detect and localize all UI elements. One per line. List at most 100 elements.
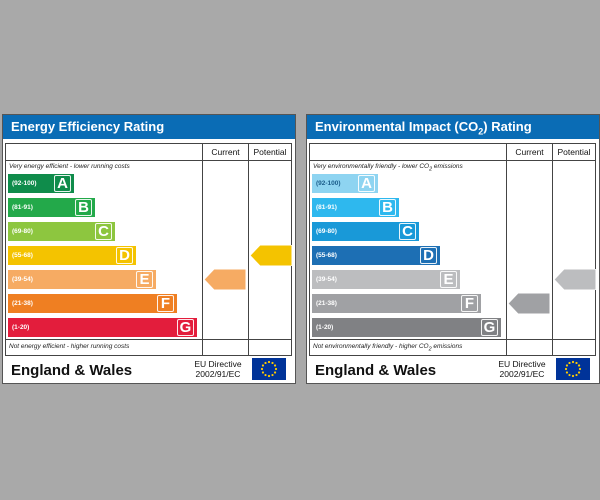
grid-divider [506,144,507,355]
grid-divider [6,160,291,161]
eu-directive-label: EU Directive 2002/91/EC [189,359,247,379]
band-range-label: (55-68) [12,252,33,259]
eu-star [261,364,265,367]
eu-star [571,360,575,364]
panel-title: Energy Efficiency Rating [3,115,295,139]
directive-line: 2002/91/EC [195,369,241,379]
grid-divider [310,339,595,340]
current-column-header: Current [515,147,544,157]
band-range-label: (39-54) [12,276,33,283]
eu-star [267,360,271,364]
arrow-shape [250,245,292,266]
current-rating-value: 33 [486,295,504,312]
eu-star [273,364,277,367]
eu-star [260,367,264,371]
eu-flag-icon [252,358,286,380]
note-subscript: 2 [428,346,432,353]
eu-star [261,371,265,374]
eu-star [568,361,571,365]
band-range-label: (21-38) [12,300,33,307]
band-letter: C [399,223,416,240]
eu-star [274,367,278,371]
potential-rating-value: 66 [228,247,246,264]
note-text: emissions [431,343,463,350]
band-c: (69-80) C [8,222,115,241]
grid-divider [552,144,553,355]
band-range-label: (55-68) [316,252,337,259]
band-c: (69-80) C [312,222,419,241]
eu-stars [564,360,582,378]
eu-star [267,374,271,378]
title-text: Environmental Impact (CO [315,119,479,134]
band-range-label: (92-100) [316,180,341,187]
band-letter: B [379,199,396,216]
eu-star [571,374,575,378]
eu-star [575,361,578,365]
panel-title: Environmental Impact (CO2) Rating [307,115,599,139]
note-text: Very environmentally friendly - lower CO [313,163,430,170]
arrow-shape [508,293,550,314]
grid-divider [202,144,203,355]
eu-star [264,361,267,365]
top-note: Very environmentally friendly - lower CO… [313,163,463,172]
eu-star [271,373,274,377]
band-a: (92-100) A [312,174,378,193]
band-letter: C [95,223,112,240]
top-note: Very energy efficient - lower running co… [9,163,130,170]
eu-star [565,364,569,367]
current-rating-value: 49 [182,271,200,288]
band-b: (81-91) B [8,198,95,217]
rating-grid: Current Potential Very energy efficient … [5,143,292,356]
band-letter: D [420,247,437,264]
region-label: England & Wales [315,362,437,379]
band-range-label: (21-38) [316,300,337,307]
current-column-header: Current [211,147,240,157]
band-g: (1-20) G [8,318,197,337]
band-a: (92-100) A [8,174,74,193]
grid-divider [310,160,595,161]
eu-stars [260,360,278,378]
title-text: ) Rating [483,119,532,134]
eu-star [271,361,274,365]
eu-directive-label: EU Directive 2002/91/EC [493,359,551,379]
band-d: (55-68) D [312,246,440,265]
rating-grid: Current Potential Very environmentally f… [309,143,596,356]
band-e: (39-54) E [312,270,460,289]
eu-star [564,367,568,371]
band-range-label: (69-80) [12,228,33,235]
band-e: (39-54) E [8,270,156,289]
grid-divider [248,144,249,355]
environmental-impact-panel: Environmental Impact (CO2) Rating Curren… [306,114,600,384]
band-f: (21-38) F [312,294,481,313]
potential-column-header: Potential [557,147,591,157]
band-letter: E [440,271,457,288]
eu-star [273,371,277,374]
eu-star [565,371,569,374]
energy-efficiency-panel: Energy Efficiency Rating Current Potenti… [2,114,296,384]
eu-star [577,371,581,374]
title-subscript: 2 [478,126,484,137]
band-d: (55-68) D [8,246,136,265]
note-subscript: 2 [429,166,433,173]
band-range-label: (1-20) [316,324,334,331]
band-range-label: (81-91) [12,204,33,211]
eu-star [264,373,267,377]
band-range-label: (1-20) [12,324,30,331]
band-range-label: (69-80) [316,228,337,235]
band-letter: F [461,295,478,312]
region-label: England & Wales [11,362,133,379]
note-text: emissions [432,163,463,170]
band-letter: E [136,271,153,288]
bottom-note: Not energy efficient - higher running co… [9,343,130,350]
eu-star [568,373,571,377]
arrow-shape [204,269,246,290]
band-letter: A [54,175,71,192]
band-letter: A [358,175,375,192]
band-letter: G [177,319,194,336]
directive-line: EU Directive [194,359,242,369]
band-f: (21-38) F [8,294,177,313]
directive-line: 2002/91/EC [499,369,545,379]
band-range-label: (81-91) [316,204,337,211]
grid-divider [6,339,291,340]
band-letter: G [481,319,498,336]
